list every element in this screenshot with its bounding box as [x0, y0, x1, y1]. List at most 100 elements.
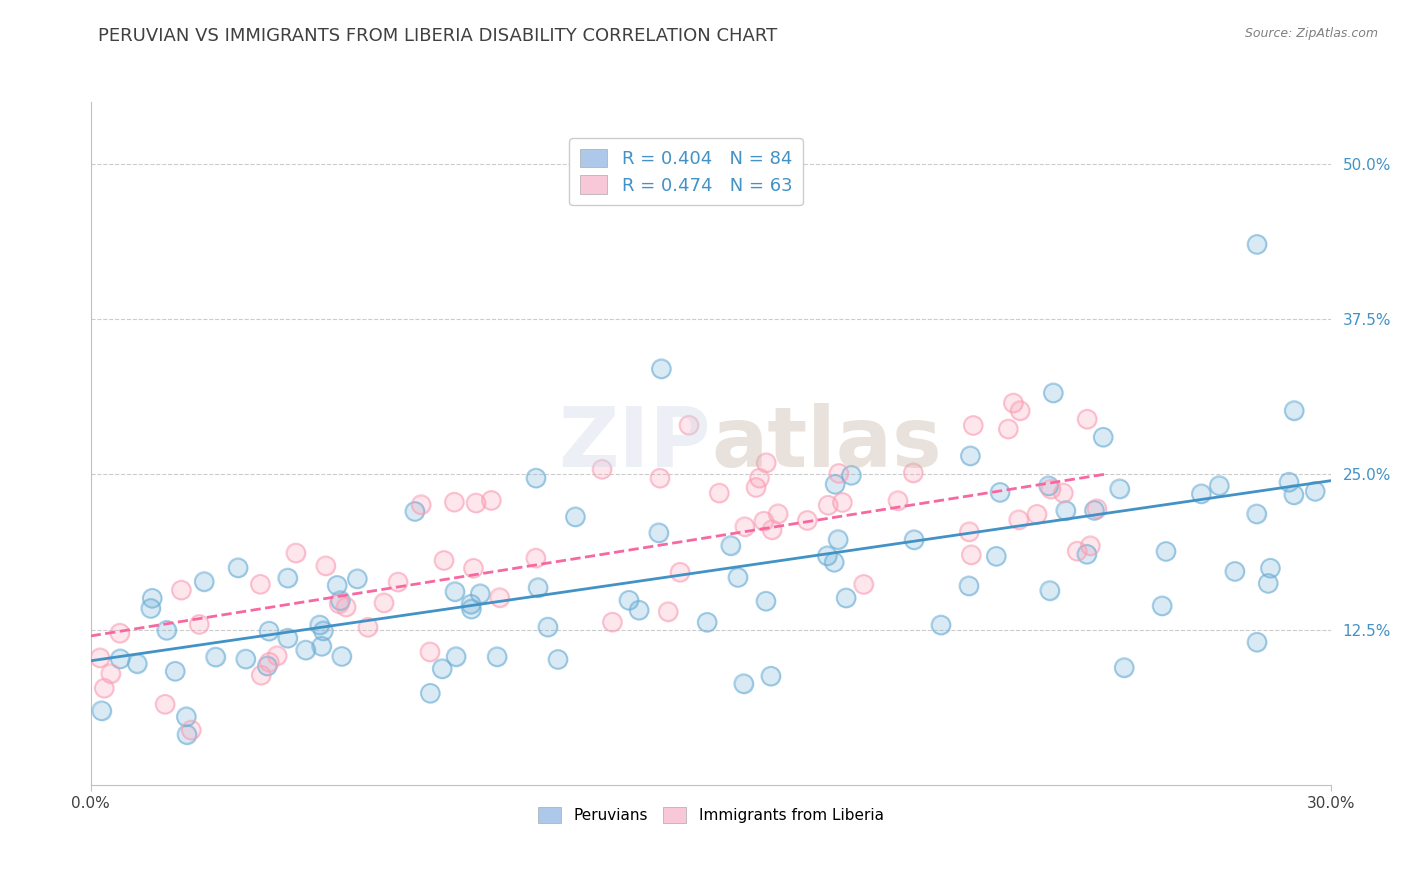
Point	[903, 533, 925, 547]
Point	[100, 666, 122, 681]
Point	[387, 574, 409, 589]
Point	[1038, 479, 1060, 493]
Point	[153, 698, 176, 712]
Point	[1257, 576, 1279, 591]
Point	[696, 615, 718, 630]
Point	[1025, 508, 1047, 522]
Point	[1085, 501, 1108, 516]
Point	[411, 498, 433, 512]
Point	[226, 561, 249, 575]
Point	[257, 624, 280, 639]
Point	[1303, 484, 1326, 499]
Point	[470, 587, 492, 601]
Point	[1260, 561, 1282, 575]
Point	[430, 662, 453, 676]
Point	[755, 456, 778, 470]
Point	[1114, 660, 1136, 674]
Point	[959, 449, 981, 463]
Point	[335, 599, 357, 614]
Point	[277, 571, 299, 585]
Point	[89, 650, 111, 665]
Point	[727, 570, 749, 584]
Point	[796, 513, 818, 527]
Point	[329, 593, 352, 607]
Point	[108, 626, 131, 640]
Point	[796, 513, 818, 527]
Point	[180, 723, 202, 737]
Point	[1076, 547, 1098, 561]
Point	[929, 618, 952, 632]
Point	[89, 650, 111, 665]
Point	[463, 561, 485, 575]
Point	[1278, 475, 1301, 490]
Point	[988, 485, 1011, 500]
Point	[733, 676, 755, 690]
Point	[1152, 599, 1174, 613]
Point	[962, 418, 984, 433]
Point	[564, 509, 586, 524]
Point	[1303, 484, 1326, 499]
Point	[488, 591, 510, 605]
Point	[752, 514, 775, 528]
Point	[755, 456, 778, 470]
Point	[887, 493, 910, 508]
Point	[1085, 501, 1108, 516]
Point	[470, 587, 492, 601]
Text: PERUVIAN VS IMMIGRANTS FROM LIBERIA DISABILITY CORRELATION CHART: PERUVIAN VS IMMIGRANTS FROM LIBERIA DISA…	[98, 27, 778, 45]
Point	[93, 681, 115, 695]
Point	[373, 596, 395, 610]
Point	[1076, 547, 1098, 561]
Point	[669, 566, 692, 580]
Point	[433, 553, 456, 567]
Point	[176, 709, 198, 723]
Point	[1114, 660, 1136, 674]
Point	[1039, 583, 1062, 598]
Point	[720, 539, 742, 553]
Point	[1002, 396, 1025, 410]
Point	[903, 466, 925, 480]
Point	[1042, 385, 1064, 400]
Point	[1025, 508, 1047, 522]
Point	[100, 666, 122, 681]
Point	[1007, 513, 1029, 527]
Point	[108, 652, 131, 666]
Point	[193, 574, 215, 589]
Point	[90, 704, 112, 718]
Point	[463, 561, 485, 575]
Point	[308, 618, 330, 632]
Point	[488, 591, 510, 605]
Point	[748, 471, 770, 485]
Point	[315, 558, 337, 573]
Point	[827, 533, 849, 547]
Point	[1246, 507, 1268, 521]
Point	[602, 615, 624, 629]
Point	[249, 577, 271, 591]
Text: ZIP: ZIP	[558, 403, 711, 483]
Point	[727, 570, 749, 584]
Point	[180, 723, 202, 737]
Point	[155, 624, 177, 638]
Point	[93, 681, 115, 695]
Point	[256, 659, 278, 673]
Point	[852, 577, 875, 591]
Point	[460, 597, 482, 611]
Point	[696, 615, 718, 630]
Point	[657, 605, 679, 619]
Point	[419, 686, 441, 700]
Point	[748, 471, 770, 485]
Point	[328, 597, 350, 611]
Point	[957, 579, 980, 593]
Point	[628, 603, 651, 617]
Point	[153, 698, 176, 712]
Point	[346, 572, 368, 586]
Point	[311, 640, 333, 654]
Point	[650, 361, 672, 376]
Point	[330, 649, 353, 664]
Point	[259, 655, 281, 669]
Point	[141, 591, 163, 606]
Point	[648, 471, 671, 485]
Point	[1092, 430, 1115, 444]
Point	[766, 507, 789, 521]
Point	[277, 631, 299, 645]
Point	[852, 577, 875, 591]
